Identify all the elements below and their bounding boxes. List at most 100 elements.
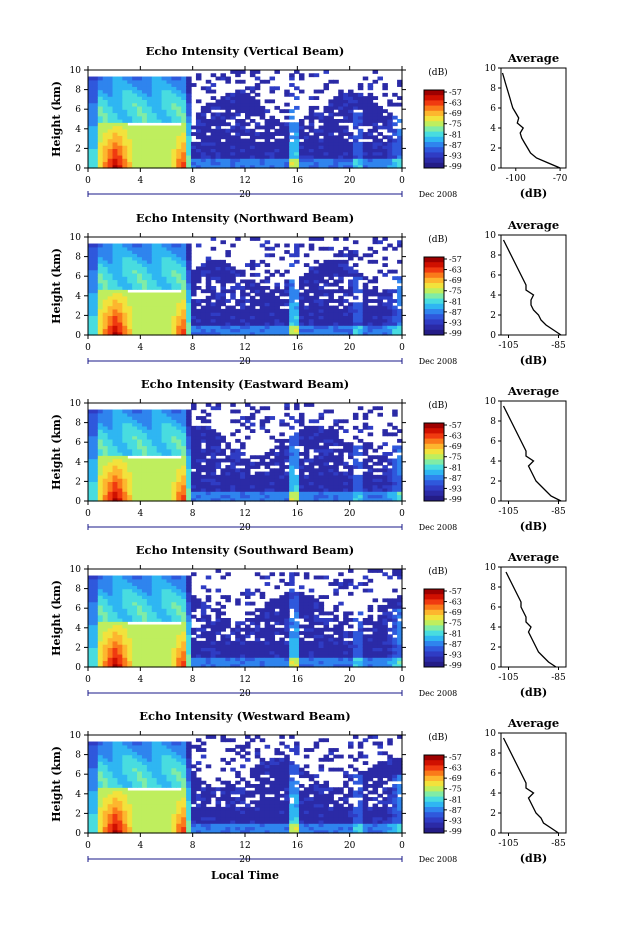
y-tick-label: 2 <box>75 311 81 321</box>
heatmap-cell <box>333 289 339 293</box>
heatmap-cell <box>338 286 344 290</box>
heatmap-cell <box>265 253 271 257</box>
heatmap-cell <box>103 410 109 414</box>
heatmap-cell <box>132 459 138 463</box>
heatmap-cell <box>245 263 251 267</box>
heatmap-cell <box>186 77 192 81</box>
colorbar-segment <box>424 121 444 127</box>
heatmap-cell <box>108 244 114 248</box>
heatmap-cell <box>274 283 280 287</box>
y-tick-label: 8 <box>75 253 81 263</box>
y-tick-label: 4 <box>75 125 81 135</box>
heatmap-cell <box>220 468 226 472</box>
heatmap-cell <box>152 576 158 580</box>
heatmap-cell <box>122 410 128 414</box>
heatmap-cell <box>382 465 388 469</box>
heatmap-cell <box>373 468 379 472</box>
colorbar-unit: (dB) <box>428 400 447 411</box>
heatmap-cell <box>255 462 261 466</box>
x-tick-label: 4 <box>137 343 143 353</box>
heatmap-cell <box>127 576 133 580</box>
heatmap-cell <box>294 106 300 110</box>
y-tick-label: 8 <box>75 419 81 429</box>
heatmap-cell <box>382 452 388 456</box>
heatmap-cell <box>294 96 300 100</box>
heatmap-cell <box>343 126 349 130</box>
heatmap-cell <box>255 472 261 476</box>
heatmap-cell <box>294 475 300 479</box>
heatmap-cell <box>358 406 364 410</box>
heatmap-cell <box>373 286 379 290</box>
heatmap-cell <box>377 139 383 143</box>
heatmap-cell <box>294 86 300 90</box>
heatmap-cell <box>304 253 310 257</box>
y-tick-label: 0 <box>75 497 81 507</box>
heatmap-cell <box>319 90 325 94</box>
heatmap-cell <box>373 299 379 303</box>
heatmap-cell <box>235 283 241 287</box>
colorbar-segment <box>424 433 444 439</box>
heatmap-cell <box>186 244 192 248</box>
heatmap-cell <box>152 459 158 463</box>
colorbar-segment <box>424 293 444 299</box>
heatmap-cell <box>343 472 349 476</box>
heatmap-cell <box>250 455 256 459</box>
heatmap-cell <box>324 429 330 433</box>
heatmap-cell <box>333 455 339 459</box>
heatmap-cell <box>328 426 334 430</box>
heatmap-cell <box>382 273 388 277</box>
heatmap-cell <box>255 93 261 97</box>
average-title: Average <box>507 384 559 398</box>
heatmap-cell <box>220 96 226 100</box>
heatmap-cell <box>363 283 369 287</box>
colorbar-segment <box>424 325 444 331</box>
heatmap-cell <box>220 129 226 133</box>
heatmap-cell <box>333 279 339 283</box>
heatmap-cell <box>191 403 197 407</box>
heatmap-cell <box>230 126 236 130</box>
average-frame <box>501 235 566 335</box>
heatmap-cell <box>260 260 266 264</box>
heatmap-cell <box>191 426 197 430</box>
colorbar-segment <box>424 444 444 450</box>
heatmap-cell <box>240 286 246 290</box>
heatmap-cell <box>289 279 295 283</box>
heatmap-cells <box>88 70 403 169</box>
heatmap-cell <box>353 436 359 440</box>
heatmap-cell <box>211 73 217 77</box>
heatmap-cell <box>343 237 349 241</box>
heatmap-cell <box>368 299 374 303</box>
heatmap-cell <box>274 86 280 90</box>
heatmap-cell <box>167 410 173 414</box>
heatmap-cell <box>392 247 398 251</box>
heatmap-cell <box>392 122 398 126</box>
heatmap-cell <box>260 279 266 283</box>
heatmap-cell <box>348 250 354 254</box>
heatmap-cell <box>368 279 374 283</box>
heatmap-cell <box>353 302 359 306</box>
heatmap-cell <box>368 260 374 264</box>
heatmap-cell <box>373 306 379 310</box>
heatmap-cell <box>270 289 276 293</box>
heatmap-cell <box>387 135 393 139</box>
heatmap-cell <box>289 436 295 440</box>
heatmap-cell <box>250 429 256 433</box>
heatmap-cell <box>171 625 177 629</box>
heatmap-cell <box>142 625 148 629</box>
heatmap-cell <box>201 106 207 110</box>
heatmap-cell <box>368 455 374 459</box>
heatmap-cell <box>167 293 173 297</box>
heatmap-cell <box>333 237 339 241</box>
heatmap-cell <box>93 576 99 580</box>
heatmap-cell <box>265 99 271 103</box>
heatmap-cell <box>304 426 310 430</box>
heatmap-cell <box>279 419 285 423</box>
heatmap-cell <box>324 70 330 74</box>
average-frame <box>501 401 566 501</box>
heatmap-cell <box>225 465 231 469</box>
heatmap-cell <box>201 416 207 420</box>
heatmap-cell <box>162 77 168 81</box>
heatmap-cell <box>299 119 305 123</box>
heatmap-cell <box>284 103 290 107</box>
